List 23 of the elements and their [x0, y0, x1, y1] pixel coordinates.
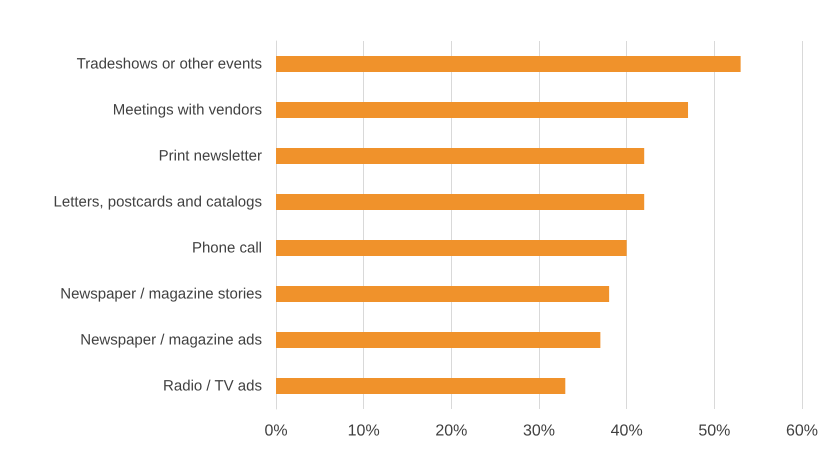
bar [276, 102, 688, 118]
y-tick-label: Radio / TV ads [163, 378, 262, 394]
x-tick-label: 10% [348, 422, 380, 440]
x-tick-label: 40% [610, 422, 643, 440]
x-tick-label: 20% [435, 422, 468, 440]
y-tick-label: Print newsletter [158, 148, 262, 164]
bar [276, 148, 644, 164]
bar [276, 56, 741, 72]
y-tick-label: Phone call [192, 240, 262, 256]
x-tick-label: 30% [522, 422, 556, 440]
y-tick-label: Newspaper / magazine ads [80, 332, 262, 348]
x-tick-label: 0% [264, 422, 288, 440]
x-tick-label: 60% [786, 422, 818, 440]
bar [276, 194, 644, 210]
bar [276, 286, 610, 302]
y-tick-label: Letters, postcards and catalogs [54, 194, 262, 210]
bar [276, 332, 600, 348]
x-tick-label: 50% [698, 422, 730, 440]
y-tick-label: Meetings with vendors [112, 102, 262, 118]
y-tick-label: Tradeshows or other events [76, 56, 262, 72]
y-tick-label: Newspaper / magazine stories [60, 286, 262, 302]
bar [276, 240, 627, 256]
bar [276, 378, 566, 394]
